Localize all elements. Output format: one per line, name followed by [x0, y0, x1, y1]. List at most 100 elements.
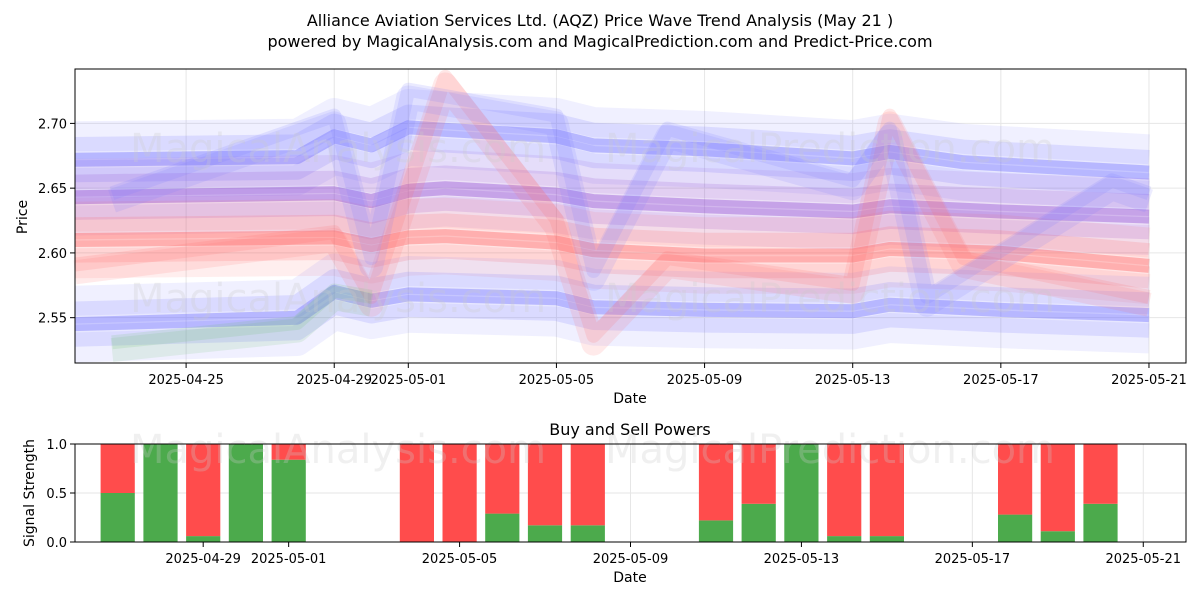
price-series-oscillation-blue — [109, 82, 1152, 304]
buy-bar — [570, 525, 605, 542]
price-wave-series — [73, 69, 1153, 363]
price-series-oscillation-red — [73, 72, 1152, 356]
sell-bar — [186, 444, 221, 537]
buy-bar — [827, 536, 862, 542]
buy-bar — [869, 536, 904, 542]
chart-title-line2: powered by MagicalAnalysis.com and Magic… — [267, 32, 932, 51]
price-series-upper-wave-blue — [74, 89, 1150, 165]
price-x-tick-label: 2025-05-09 — [667, 373, 743, 388]
signal-x-tick-label: 2025-05-01 — [251, 552, 327, 567]
price-x-label: Date — [613, 391, 646, 407]
price-series-lower-wave-blue — [74, 292, 1150, 347]
chart-title-line1: Alliance Aviation Services Ltd. (AQZ) Pr… — [307, 11, 893, 30]
watermark-bottom-right: MagicalPrediction.com — [605, 427, 1055, 473]
price-series-lower-wave-blue — [74, 253, 1150, 316]
signal-x-tick-label: 2025-05-17 — [935, 552, 1011, 567]
sell-bar — [485, 444, 520, 514]
sell-bar — [869, 444, 904, 537]
signal-x-tick-label: 2025-05-21 — [1105, 552, 1181, 567]
price-series-mid-wave-purple — [74, 181, 1150, 224]
price-series-upper-wave-blue — [74, 104, 1150, 172]
price-series-oscillation-red — [74, 69, 1151, 343]
signal-x-label: Date — [613, 570, 646, 586]
price-x-tick-label: 2025-05-05 — [519, 373, 595, 388]
signal-y-tick-label: 1.0 — [46, 438, 67, 453]
buy-bar — [143, 444, 178, 542]
sell-bar — [1083, 444, 1118, 504]
price-series-lower-wave-blue — [74, 284, 1150, 332]
buy-bar — [100, 493, 135, 542]
price-x-tick-label: 2025-05-21 — [1111, 373, 1187, 388]
price-series-center-wave-red — [74, 229, 1150, 273]
price-series-center-wave-red — [74, 244, 1151, 305]
price-grid — [75, 69, 1186, 363]
buy-bar — [186, 536, 221, 542]
sell-bar — [998, 444, 1033, 515]
signal-y-label: Signal Strength — [22, 439, 38, 547]
price-series-mid-wave-purple — [74, 188, 1150, 240]
price-series-lower-wave-blue — [74, 269, 1150, 324]
price-y-tick-label: 2.70 — [38, 117, 67, 132]
buy-sell-panel: Buy and Sell Powers MagicalAnalysis.com … — [22, 420, 1187, 586]
price-series-center-wave-red — [74, 197, 1151, 258]
price-plot-frame — [74, 68, 1187, 364]
price-series-mid-wave-purple — [74, 165, 1150, 216]
signal-y-tick-label: 0.0 — [46, 536, 67, 551]
buy-bar — [1083, 503, 1118, 542]
sell-bar — [527, 444, 563, 526]
sell-bar — [698, 444, 734, 521]
price-series-upper-wave-blue — [74, 127, 1150, 196]
price-y-tick-label: 2.65 — [38, 182, 67, 197]
price-x-tick-label: 2025-05-01 — [371, 373, 447, 388]
price-series-lower-wave-blue — [74, 300, 1150, 363]
signal-x-tick-label: 2025-05-09 — [593, 552, 669, 567]
sell-bar — [1040, 444, 1075, 532]
price-series-mid-wave-purple — [74, 149, 1150, 209]
sell-bar — [827, 444, 862, 537]
price-x-tick-label: 2025-04-29 — [296, 373, 372, 388]
buy-bar — [228, 444, 263, 542]
buy-bar — [1040, 531, 1075, 542]
buy-bar — [527, 525, 563, 542]
price-series-upper-wave-blue — [74, 135, 1150, 211]
watermark-mid-left: MagicalAnalysis.com — [130, 276, 546, 322]
sell-bar — [442, 444, 477, 542]
buy-bar — [784, 444, 819, 542]
sell-bar — [399, 444, 434, 542]
price-series-center-wave-red — [74, 213, 1150, 266]
buy-bar — [698, 520, 734, 542]
buy-bar — [271, 459, 306, 542]
price-y-tick-label: 2.60 — [38, 247, 67, 262]
price-y-label: Price — [15, 200, 31, 234]
signal-y-tick-label: 0.5 — [46, 487, 67, 502]
price-series-oscillation-blue — [108, 85, 1153, 317]
buy-bar — [485, 513, 520, 542]
price-series-upper-wave-blue — [74, 120, 1150, 180]
watermark-top-left: MagicalAnalysis.com — [130, 126, 546, 172]
price-series-center-wave-red — [74, 236, 1150, 289]
signal-x-tick-label: 2025-05-05 — [422, 552, 498, 567]
price-series-mid-wave-purple — [74, 196, 1150, 255]
price-y-tick-label: 2.55 — [38, 312, 67, 327]
buy-bar — [741, 503, 776, 542]
price-x-tick-label: 2025-05-17 — [963, 373, 1039, 388]
watermark-top-right: MagicalPrediction.com — [605, 126, 1055, 172]
price-series-lower-green — [110, 286, 374, 362]
watermark-bottom-left: MagicalAnalysis.com — [130, 427, 546, 473]
price-x-tick-label: 2025-04-25 — [148, 373, 224, 388]
sell-bar — [271, 444, 306, 460]
signal-axes: 2025-04-29 2025-05-01 2025-05-05 2025-05-09… — [46, 438, 1181, 567]
signal-x-tick-label: 2025-04-29 — [165, 552, 241, 567]
sell-bar — [741, 444, 776, 504]
watermark-mid-right: MagicalPrediction.com — [605, 276, 1055, 322]
price-wave-panel: MagicalAnalysis.com MagicalPrediction.co… — [15, 68, 1187, 407]
price-x-tick-label: 2025-05-13 — [815, 373, 891, 388]
buy-sell-title: Buy and Sell Powers — [549, 420, 711, 439]
signal-bars — [100, 444, 1118, 542]
price-series-lower-green — [111, 283, 373, 350]
sell-bar — [100, 444, 135, 493]
sell-bar — [570, 444, 605, 526]
signal-x-tick-label: 2025-05-13 — [764, 552, 840, 567]
